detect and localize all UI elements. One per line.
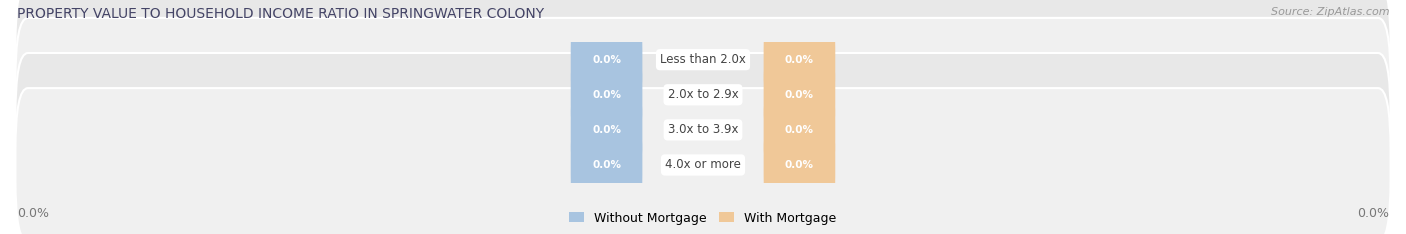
Text: 0.0%: 0.0% [592, 55, 621, 65]
Text: 0.0%: 0.0% [17, 207, 49, 220]
FancyBboxPatch shape [15, 88, 1391, 234]
Text: 3.0x to 3.9x: 3.0x to 3.9x [668, 123, 738, 136]
FancyBboxPatch shape [15, 0, 1391, 136]
Text: 0.0%: 0.0% [785, 90, 814, 100]
Text: 0.0%: 0.0% [592, 90, 621, 100]
Text: 0.0%: 0.0% [1357, 207, 1389, 220]
FancyBboxPatch shape [571, 42, 643, 147]
Text: 2.0x to 2.9x: 2.0x to 2.9x [668, 88, 738, 101]
Text: Less than 2.0x: Less than 2.0x [659, 53, 747, 66]
FancyBboxPatch shape [763, 112, 835, 218]
FancyBboxPatch shape [571, 7, 643, 112]
FancyBboxPatch shape [15, 53, 1391, 207]
Text: 4.0x or more: 4.0x or more [665, 158, 741, 172]
Text: 0.0%: 0.0% [592, 160, 621, 170]
Text: PROPERTY VALUE TO HOUSEHOLD INCOME RATIO IN SPRINGWATER COLONY: PROPERTY VALUE TO HOUSEHOLD INCOME RATIO… [17, 7, 544, 21]
FancyBboxPatch shape [763, 7, 835, 112]
FancyBboxPatch shape [571, 77, 643, 183]
Text: 0.0%: 0.0% [785, 125, 814, 135]
Legend: Without Mortgage, With Mortgage: Without Mortgage, With Mortgage [564, 207, 842, 230]
Text: 0.0%: 0.0% [785, 55, 814, 65]
Text: 0.0%: 0.0% [592, 125, 621, 135]
FancyBboxPatch shape [763, 42, 835, 147]
Text: 0.0%: 0.0% [785, 160, 814, 170]
FancyBboxPatch shape [15, 18, 1391, 172]
Text: Source: ZipAtlas.com: Source: ZipAtlas.com [1271, 7, 1389, 17]
FancyBboxPatch shape [571, 112, 643, 218]
FancyBboxPatch shape [763, 77, 835, 183]
